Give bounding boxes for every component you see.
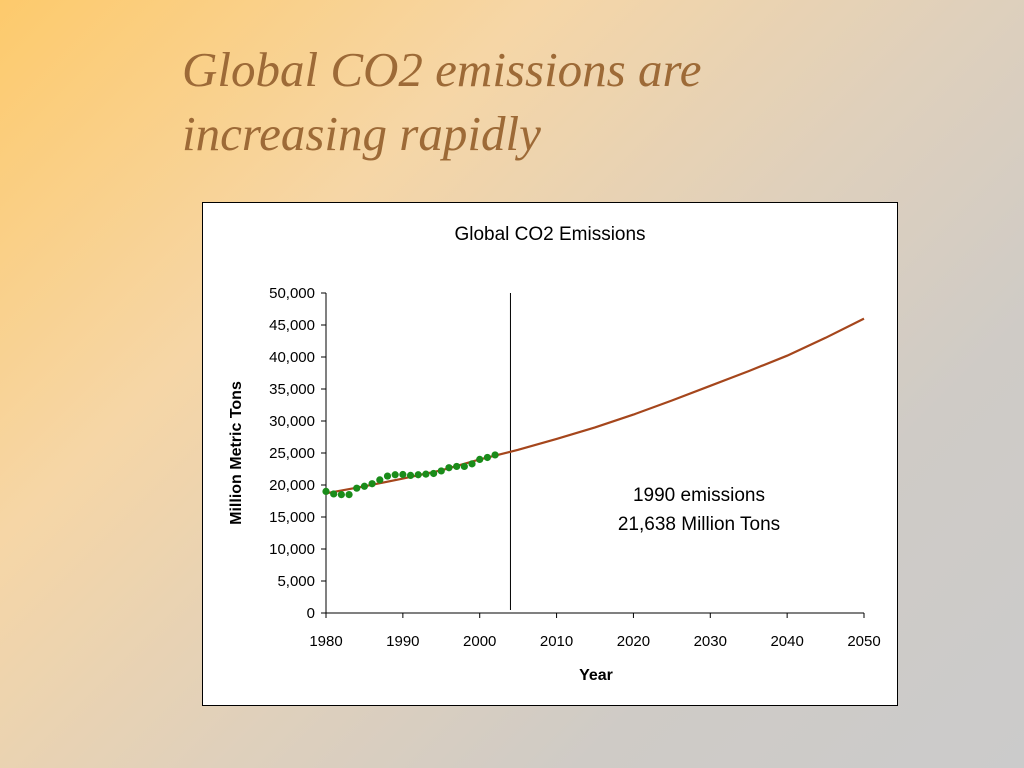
chart-area: Global CO2 Emissions Million Metric Tons… bbox=[202, 202, 898, 706]
annotation-line1: 1990 emissions bbox=[633, 485, 765, 506]
y-tick-label: 5,000 bbox=[277, 573, 315, 590]
data-point bbox=[391, 471, 399, 479]
data-point bbox=[376, 476, 384, 484]
data-point bbox=[460, 462, 468, 471]
x-tick-label: 1990 bbox=[386, 633, 419, 650]
data-point bbox=[483, 453, 491, 462]
x-axis-title: Year bbox=[579, 667, 613, 684]
y-tick-label: 20,000 bbox=[269, 477, 315, 494]
x-tick-label: 2030 bbox=[694, 633, 727, 650]
x-tick-label: 2040 bbox=[770, 633, 803, 650]
data-point bbox=[360, 482, 369, 490]
chart-title: Global CO2 Emissions bbox=[454, 224, 645, 245]
y-tick-label: 0 bbox=[307, 605, 315, 622]
data-point bbox=[399, 470, 407, 479]
data-point bbox=[406, 471, 415, 479]
trend-line bbox=[325, 317, 865, 495]
y-tick-label: 50,000 bbox=[269, 285, 315, 302]
x-tick-label: 2020 bbox=[617, 633, 650, 650]
data-point bbox=[383, 472, 392, 480]
data-point bbox=[368, 480, 376, 488]
data-point bbox=[476, 455, 484, 463]
data-point bbox=[345, 491, 353, 499]
data-point bbox=[491, 451, 499, 459]
data-point bbox=[337, 491, 345, 499]
y-tick-label: 40,000 bbox=[269, 349, 315, 366]
y-tick-label: 15,000 bbox=[269, 509, 315, 526]
plot-layer: 0 5,000 10,000 15,000 20,000 25,000 30,000 35,0… bbox=[269, 285, 881, 650]
data-point bbox=[468, 460, 476, 468]
co2-emissions-chart: Global CO2 Emissions Million Metric Tons… bbox=[228, 224, 881, 684]
data-point bbox=[330, 490, 338, 498]
x-tick-label: 2050 bbox=[847, 633, 880, 650]
x-tick-label: 2010 bbox=[540, 633, 573, 650]
y-tick-label: 35,000 bbox=[269, 381, 315, 398]
y-tick-label: 10,000 bbox=[269, 541, 315, 558]
y-tick-label: 30,000 bbox=[269, 413, 315, 430]
x-tick-label: 2000 bbox=[463, 633, 496, 650]
data-point bbox=[437, 467, 445, 475]
slide-title-line1: Global CO2 emissions are bbox=[182, 42, 702, 97]
slide-title: Global CO2 emissions are increasing rapi… bbox=[182, 38, 942, 166]
data-point bbox=[414, 471, 422, 479]
data-point bbox=[353, 484, 361, 492]
data-point bbox=[322, 487, 330, 495]
data-point bbox=[445, 464, 453, 472]
data-point bbox=[453, 462, 461, 471]
y-tick-label: 45,000 bbox=[269, 317, 315, 334]
y-axis-title: Million Metric Tons bbox=[228, 381, 245, 525]
data-point bbox=[430, 469, 438, 478]
x-tick-label: 1980 bbox=[309, 633, 342, 650]
slide-title-line2: increasing rapidly bbox=[182, 106, 541, 161]
y-tick-label: 25,000 bbox=[269, 445, 315, 462]
annotation-line2: 21,638 Million Tons bbox=[618, 514, 780, 535]
data-point bbox=[422, 470, 430, 478]
